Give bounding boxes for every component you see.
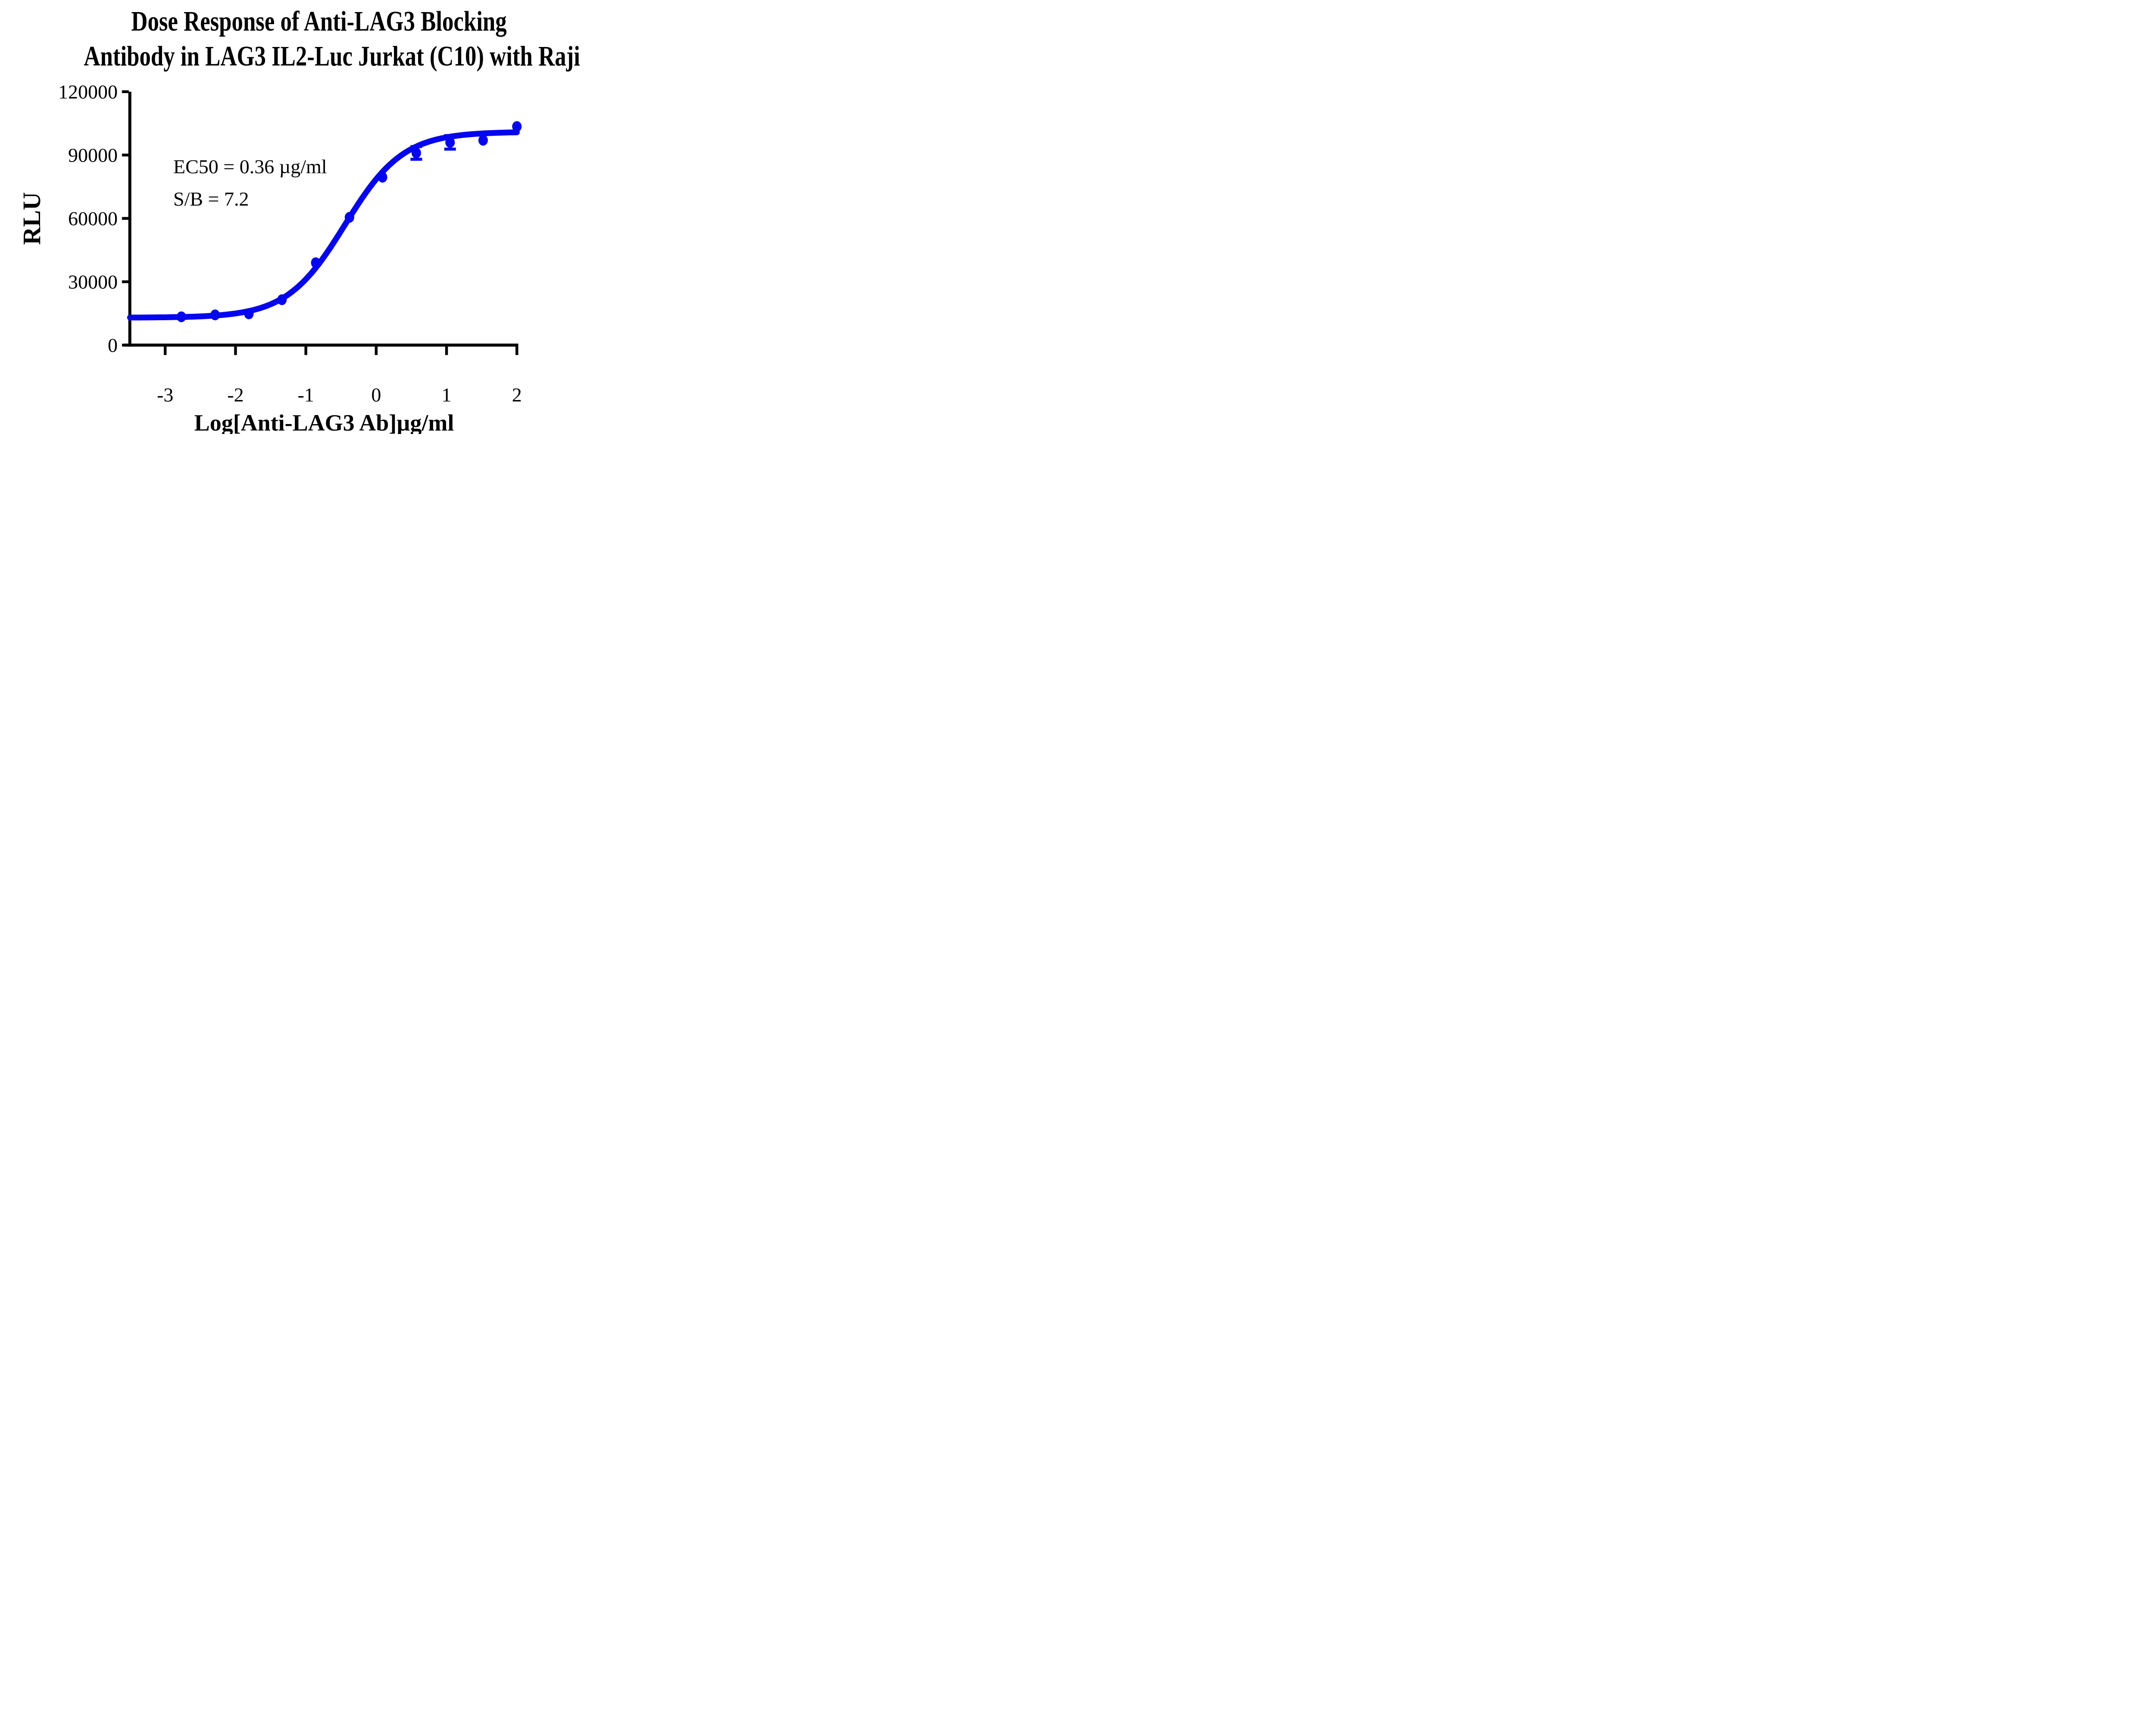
data-point bbox=[378, 172, 387, 183]
data-point bbox=[210, 309, 220, 321]
data-point bbox=[311, 257, 321, 269]
x-tick-label: 0 bbox=[371, 384, 381, 406]
y-tick-label: 0 bbox=[108, 334, 118, 356]
data-point bbox=[512, 121, 522, 132]
data-point bbox=[411, 147, 421, 159]
x-tick-label: -2 bbox=[227, 384, 244, 406]
data-point bbox=[244, 308, 254, 319]
x-tick-label: 1 bbox=[442, 384, 452, 406]
y-tick-label: 120000 bbox=[58, 81, 118, 103]
data-point bbox=[277, 294, 287, 305]
plot-svg: 0 30000 60000 90000 120000 -3 -2 -1 0 1 2 bbox=[58, 81, 522, 406]
x-tick-label: -3 bbox=[157, 384, 173, 406]
x-axis-title: Log[Anti-LAG3 Ab]µg/ml bbox=[194, 410, 454, 434]
ec50-value: EC50 = 0.36 µg/ml bbox=[173, 156, 327, 178]
x-tick-label: 2 bbox=[512, 384, 522, 406]
chart-title-line2: Antibody in LAG3 IL2-Luc Jurkat (C10) wi… bbox=[84, 40, 580, 72]
data-point bbox=[344, 212, 354, 223]
y-tick-label: 30000 bbox=[68, 271, 118, 293]
signal-to-background-value: S/B = 7.2 bbox=[173, 187, 249, 210]
dose-response-figure: Dose Response of Anti-LAG3 Blocking Anti… bbox=[0, 0, 613, 434]
data-point bbox=[478, 134, 488, 146]
chart-title-line1: Dose Response of Anti-LAG3 Blocking bbox=[131, 6, 507, 37]
y-tick-label: 90000 bbox=[68, 144, 118, 166]
fit-annotation: EC50 = 0.36 µg/ml S/B = 7.2 bbox=[173, 151, 327, 215]
y-tick-label: 60000 bbox=[68, 207, 118, 229]
data-point bbox=[176, 311, 186, 322]
x-tick-label: -1 bbox=[297, 384, 314, 406]
chart-title: Dose Response of Anti-LAG3 Blocking Anti… bbox=[25, 4, 613, 74]
data-point bbox=[445, 137, 455, 148]
